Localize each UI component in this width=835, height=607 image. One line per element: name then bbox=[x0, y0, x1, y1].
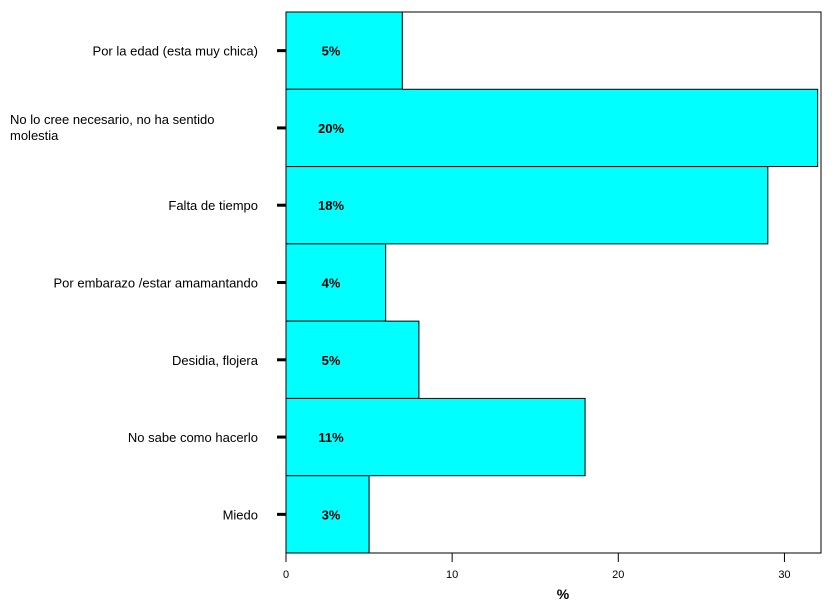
data-label: 18% bbox=[318, 198, 344, 213]
category-label: Miedo bbox=[223, 507, 258, 522]
bars-layer: 5% 20% 18% 4% 5% 11% 3% bbox=[285, 11, 819, 554]
bar bbox=[285, 475, 370, 554]
x-tick-label: 0 bbox=[283, 569, 289, 581]
category-label: Falta de tiempo bbox=[168, 198, 258, 213]
category-labels: Por la edad (esta muy chica) No lo cree n… bbox=[10, 44, 286, 522]
bar bbox=[285, 320, 420, 399]
data-label: 5% bbox=[322, 44, 341, 59]
category-label: No lo cree necesario, no ha sentido bbox=[10, 112, 215, 127]
data-label: 20% bbox=[318, 121, 344, 136]
bar bbox=[285, 88, 819, 168]
data-label: 5% bbox=[322, 353, 341, 368]
data-label: 4% bbox=[322, 276, 341, 291]
x-tick-label: 10 bbox=[446, 569, 458, 581]
category-label: molestia bbox=[10, 128, 59, 143]
category-label: Por la edad (esta muy chica) bbox=[93, 44, 258, 59]
x-tick-label: 30 bbox=[778, 569, 790, 581]
bar bbox=[285, 397, 586, 477]
bar bbox=[285, 166, 769, 245]
category-label: Por embarazo /estar amamantando bbox=[54, 276, 259, 291]
x-axis: 0 10 20 30 bbox=[283, 553, 791, 581]
category-label: No sabe como hacerlo bbox=[128, 430, 258, 445]
x-tick-label: 20 bbox=[612, 569, 624, 581]
category-label: Desidia, flojera bbox=[172, 353, 259, 368]
bar bbox=[285, 243, 387, 322]
bar bbox=[285, 11, 403, 90]
data-label: 11% bbox=[318, 430, 344, 445]
data-label: 3% bbox=[322, 507, 341, 522]
x-axis-label: % bbox=[557, 586, 570, 602]
